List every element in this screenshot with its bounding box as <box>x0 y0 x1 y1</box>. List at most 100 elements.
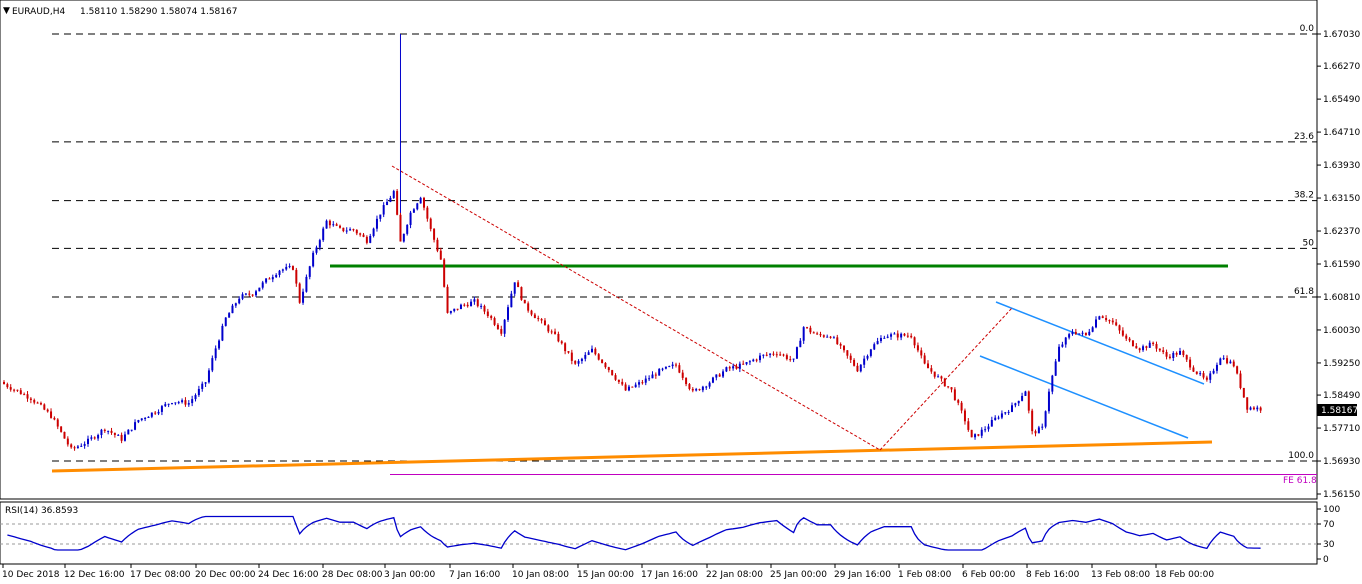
price-tick-label: 1.59250 <box>1323 359 1360 369</box>
time-tick-label: 1 Feb 08:00 <box>898 570 952 580</box>
candle-body <box>359 233 362 235</box>
candle-body <box>184 400 187 405</box>
candle-body <box>617 379 620 382</box>
candle-body <box>16 389 19 391</box>
candle-body <box>570 352 573 361</box>
candle-body <box>1014 403 1017 406</box>
candle-body <box>1135 346 1138 349</box>
candle-body <box>856 365 859 372</box>
candle-body <box>748 361 751 363</box>
candle-body <box>1145 346 1148 348</box>
candle-body <box>1142 346 1145 351</box>
candle-body <box>443 259 446 287</box>
candle-body <box>886 336 889 338</box>
fib-diagonal-1 <box>391 165 881 451</box>
candle-body <box>829 336 832 338</box>
candle-body <box>843 345 845 351</box>
candle-body <box>1155 344 1158 349</box>
candle-body <box>265 278 268 283</box>
candle-body <box>601 359 604 363</box>
candle-body <box>97 434 100 439</box>
time-tick-label: 7 Jan 16:00 <box>449 570 501 580</box>
candle-body <box>228 313 231 318</box>
candle-body <box>177 402 180 404</box>
candle-body <box>429 218 432 229</box>
candle-body <box>1068 334 1071 338</box>
candle-body <box>943 378 946 387</box>
candle-body <box>846 350 849 356</box>
price-tick-label: 1.56930 <box>1323 457 1360 467</box>
candle-body <box>9 387 12 390</box>
candle-body <box>107 430 110 432</box>
candle-body <box>365 236 368 243</box>
candle-body <box>231 305 234 314</box>
candle-body <box>678 365 681 373</box>
candle-body <box>597 354 600 360</box>
candle-body <box>775 354 778 356</box>
time-tick-label: 13 Feb 08:00 <box>1091 570 1150 580</box>
candle-body <box>416 203 419 210</box>
candle-body <box>369 235 372 243</box>
price-tick-label: 1.65490 <box>1323 95 1360 105</box>
rsi-pane <box>0 501 1318 565</box>
candle-body <box>291 266 294 270</box>
candle-body <box>644 378 647 383</box>
candle-body <box>258 287 261 292</box>
candle-body <box>248 293 251 295</box>
candle-body <box>688 384 691 389</box>
trendlines <box>51 165 1228 473</box>
candle-body <box>476 299 479 307</box>
candle-body <box>832 337 835 339</box>
candle-body <box>167 403 170 405</box>
fib-level-label: 100.0 <box>1288 451 1314 461</box>
candle-body <box>523 299 526 304</box>
candle-body <box>604 362 607 368</box>
time-tick-label: 12 Dec 16:00 <box>64 570 125 580</box>
candle-body <box>543 320 546 326</box>
candle-body <box>463 304 466 306</box>
candle-body <box>1091 327 1094 332</box>
candle-body <box>137 420 140 423</box>
candle-body <box>63 431 66 439</box>
fib-level-label: 0.0 <box>1300 24 1315 34</box>
candle-body <box>50 411 53 418</box>
candle-body <box>318 240 321 248</box>
candle-body <box>1239 373 1242 388</box>
candle-body <box>1024 391 1027 396</box>
price-box-bg <box>1317 404 1357 416</box>
candle-body <box>496 324 499 330</box>
candle-body <box>1007 411 1010 413</box>
candle-body <box>224 317 227 326</box>
candle-body <box>685 377 688 385</box>
candle-body <box>3 381 5 385</box>
time-tick-label: 20 Dec 00:00 <box>195 570 256 580</box>
candle-body <box>1111 320 1114 323</box>
rsi-tick-label: 100 <box>1323 505 1340 515</box>
candle-body <box>994 417 997 420</box>
time-tick-label: 10 Dec 2018 <box>2 570 60 580</box>
candle-body <box>154 412 157 414</box>
candle-body <box>564 343 567 352</box>
fibonacci-levels: 0.0 23.6 38.2 50 61.8 100.0 <box>52 24 1317 462</box>
candle-body <box>80 445 83 447</box>
candle-body <box>335 224 338 226</box>
candle-body <box>789 359 792 361</box>
candle-body <box>785 355 788 360</box>
candle-body <box>812 332 815 334</box>
price-tick-label: 1.57710 <box>1323 424 1360 434</box>
candle-body <box>127 429 130 435</box>
candle-body <box>701 386 704 391</box>
price-tick-label: 1.58490 <box>1323 391 1360 401</box>
candle-body <box>937 376 940 378</box>
candle-body <box>1074 331 1077 335</box>
candle-body <box>990 419 993 427</box>
candle-body <box>513 282 516 294</box>
candle-body <box>389 197 392 202</box>
candle-body <box>1078 333 1081 335</box>
candle-body <box>1205 377 1208 380</box>
candle-body <box>580 358 583 362</box>
candle-body <box>853 359 856 366</box>
candle-body <box>611 370 614 376</box>
candle-body <box>171 403 173 405</box>
